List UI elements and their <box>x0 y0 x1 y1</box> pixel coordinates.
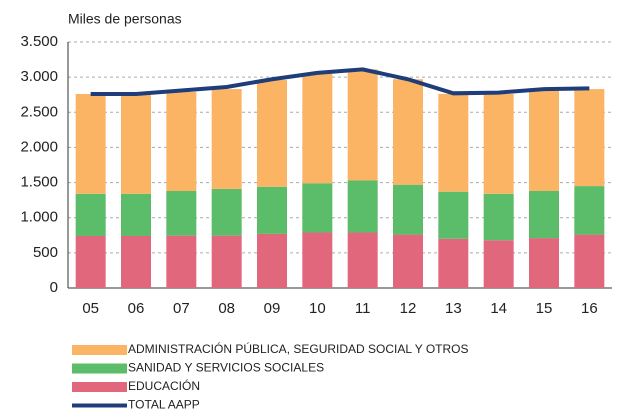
y-tick-label: 1.000 <box>20 209 58 226</box>
bar-segment <box>75 94 106 194</box>
bar-segment <box>211 188 242 236</box>
x-tick-label: 08 <box>218 300 235 317</box>
bar-segment <box>574 89 605 187</box>
bar-segment <box>302 183 333 233</box>
bar-segment <box>166 235 197 288</box>
bar-segment <box>393 234 423 288</box>
bar-segment <box>574 234 605 288</box>
y-axis-label: Miles de personas <box>68 11 182 27</box>
bar-segment <box>574 186 605 235</box>
bar-segment <box>529 191 559 239</box>
bar-segment <box>347 180 378 233</box>
x-tick-label: 12 <box>400 300 417 317</box>
bar-segment <box>211 89 242 189</box>
bar-segment <box>121 94 151 194</box>
x-tick-label: 06 <box>128 300 145 317</box>
x-tick-label: 13 <box>445 300 462 317</box>
bar-segment <box>257 186 287 234</box>
bar-segment <box>302 232 333 288</box>
bar-segment <box>529 90 559 192</box>
y-tick-label: 0 <box>50 279 58 296</box>
bar-segment <box>438 238 469 288</box>
bar-segment <box>75 235 106 288</box>
bar-segment <box>211 235 242 288</box>
y-tick-label: 500 <box>33 244 58 261</box>
bar-segment <box>483 240 514 288</box>
bar-segment <box>166 91 197 192</box>
bar-segment <box>347 232 378 288</box>
legend-label: ADMINISTRACIÓN PÚBLICA, SEGURIDAD SOCIAL… <box>128 341 469 356</box>
x-tick-label: 10 <box>309 300 326 317</box>
legend-label: TOTAL AAPP <box>128 398 200 412</box>
legend-swatch <box>72 363 127 374</box>
bar-segment <box>121 193 151 236</box>
bar-segment <box>302 72 333 184</box>
y-tick-label: 2.500 <box>20 103 58 120</box>
bar-segment <box>166 191 197 236</box>
bar-segment <box>393 184 423 235</box>
bar-segment <box>483 193 514 241</box>
x-tick-label: 05 <box>82 300 99 317</box>
bar-segment <box>393 79 423 185</box>
y-tick-label: 3.500 <box>20 33 58 50</box>
bar-segment <box>121 235 151 288</box>
bar-segment <box>257 233 287 288</box>
legend-swatch <box>72 345 127 355</box>
x-tick-label: 09 <box>264 300 281 317</box>
x-tick-label: 16 <box>581 300 598 317</box>
y-tick-label: 3.000 <box>20 68 58 85</box>
y-tick-label: 1.500 <box>20 174 58 191</box>
x-tick-label: 14 <box>490 300 507 317</box>
bar-segment <box>347 69 378 181</box>
bar-segment <box>75 193 106 236</box>
x-tick-label: 11 <box>355 300 371 317</box>
legend-swatch <box>72 382 127 392</box>
bar-segment <box>438 191 469 239</box>
y-tick-label: 2.000 <box>20 138 58 155</box>
legend-label: EDUCACIÓN <box>128 378 200 393</box>
x-tick-label: 07 <box>173 300 190 317</box>
legend-label: SANIDAD Y SERVICIOS SOCIALES <box>128 361 324 375</box>
bar-segment <box>529 238 559 288</box>
bar-segment <box>483 94 514 194</box>
x-tick-label: 15 <box>536 300 553 317</box>
line <box>90 67 590 97</box>
bar-segment <box>438 94 469 192</box>
bar-segment <box>257 79 287 187</box>
